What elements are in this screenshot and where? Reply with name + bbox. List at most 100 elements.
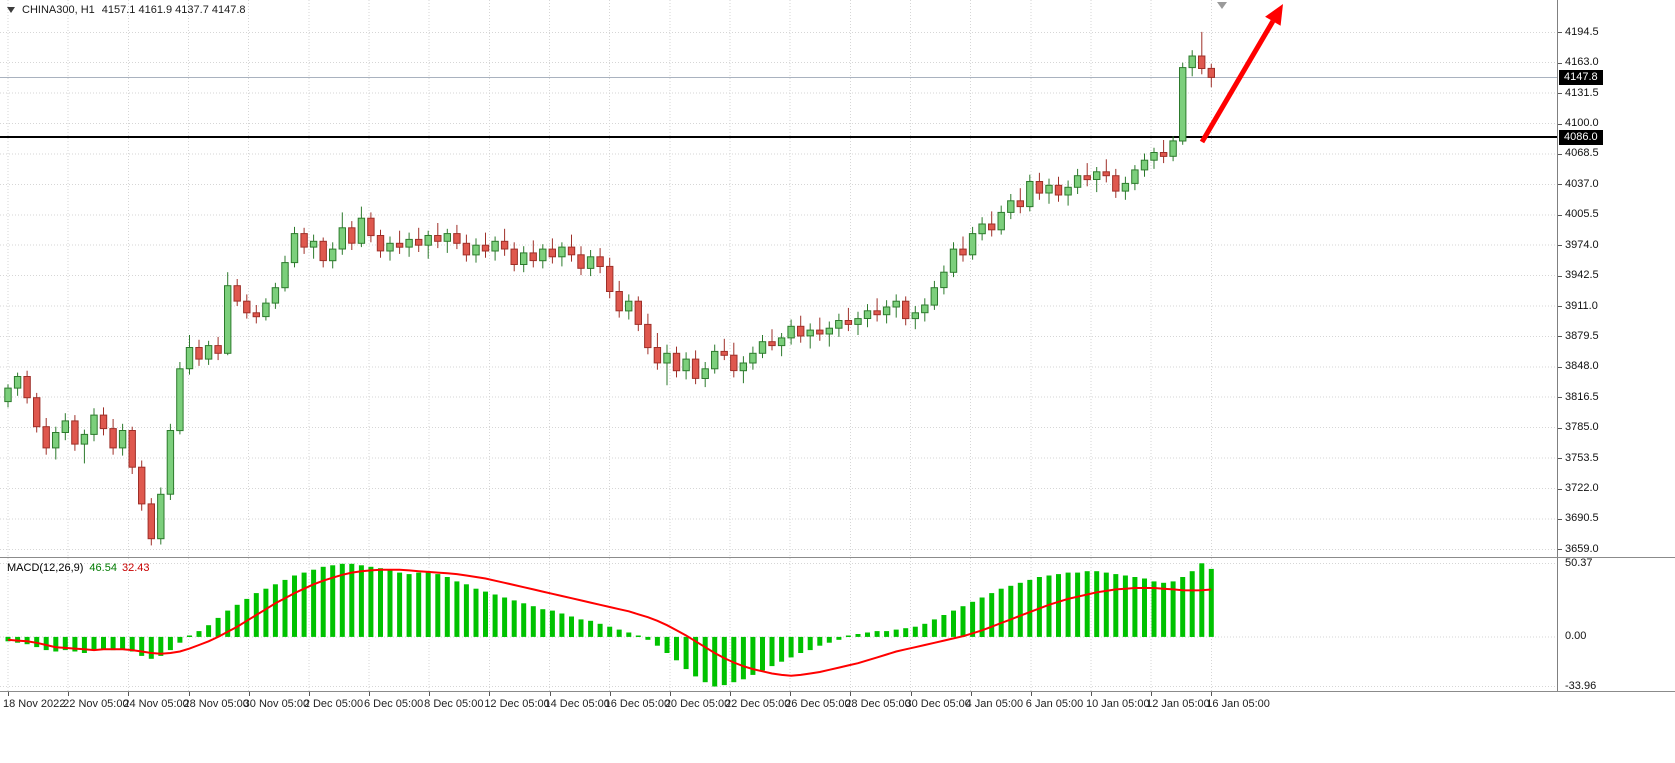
macd-indicator-label: MACD(12,26,9) 46.54 32.43 xyxy=(7,562,149,574)
time-axis-tick xyxy=(1091,692,1092,696)
trend-arrow-object[interactable] xyxy=(1199,4,1283,144)
time-axis-tick xyxy=(970,692,972,696)
chart-shift-icon[interactable] xyxy=(1217,2,1227,9)
time-axis-tick xyxy=(730,692,731,696)
time-axis-tick xyxy=(549,692,551,696)
time-axis-tick xyxy=(8,692,9,696)
macd-axis-label: 0.00 xyxy=(1565,630,1587,643)
time-axis-label: 30 Dec 05:00 xyxy=(905,698,971,710)
time-axis-label: 24 Nov 05:00 xyxy=(123,698,189,710)
time-axis-tick xyxy=(188,692,190,696)
time-axis-tick xyxy=(128,692,130,696)
price-axis-label: 4163.0 xyxy=(1565,56,1599,69)
price-axis-tick xyxy=(1558,549,1562,551)
price-axis-label: 3753.5 xyxy=(1565,451,1599,464)
price-axis-label: 3816.5 xyxy=(1565,390,1599,403)
price-axis-tick xyxy=(1558,214,1562,216)
time-axis-label: 2 Dec 05:00 xyxy=(303,698,364,710)
price-axis-label: 4037.0 xyxy=(1565,177,1599,190)
price-axis-tick xyxy=(1558,336,1562,338)
price-axis-label: 4100.0 xyxy=(1565,117,1599,130)
time-axis-tick xyxy=(1030,692,1032,696)
time-axis-tick xyxy=(850,692,852,696)
time-axis-tick xyxy=(369,692,370,696)
time-axis-tick xyxy=(308,692,310,696)
time-axis-tick xyxy=(910,692,912,696)
price-axis-label: 4068.5 xyxy=(1565,147,1599,160)
time-axis-tick xyxy=(429,692,431,696)
price-axis-tick xyxy=(1558,427,1562,429)
price-axis-tick xyxy=(1558,123,1562,125)
price-axis-label: 3911.0 xyxy=(1565,299,1598,312)
time-axis-label: 10 Jan 05:00 xyxy=(1085,698,1150,710)
price-axis-label: 4131.5 xyxy=(1565,86,1599,99)
macd-signal-line xyxy=(7,568,1212,677)
time-axis-tick xyxy=(68,692,70,696)
price-axis-label: 3974.0 xyxy=(1565,238,1599,251)
macd-main-value: 46.54 xyxy=(89,562,117,574)
time-axis-label: 6 Dec 05:00 xyxy=(363,698,424,710)
time-axis-tick xyxy=(790,692,792,696)
price-axis-tick xyxy=(1558,154,1562,155)
macd-canvas[interactable] xyxy=(0,558,1557,691)
macd-histogram xyxy=(5,563,1214,687)
hline-price-badge: 4086.0 xyxy=(1559,129,1603,145)
price-axis-label: 3879.5 xyxy=(1565,329,1599,342)
symbol-dropdown-icon[interactable] xyxy=(7,7,15,13)
time-axis-tick xyxy=(669,692,671,696)
price-axis-tick xyxy=(1558,366,1562,368)
macd-axis-label: 50.37 xyxy=(1565,556,1593,569)
macd-name: MACD(12,26,9) xyxy=(7,562,84,574)
chart-header: CHINA300, H1 4157.1 4161.9 4137.7 4147.8 xyxy=(7,4,246,16)
time-axis-label: 16 Dec 05:00 xyxy=(604,698,671,710)
price-axis-tick xyxy=(1558,275,1562,277)
price-axis-label: 3942.5 xyxy=(1565,269,1599,282)
time-axis-label: 22 Dec 05:00 xyxy=(724,698,791,710)
time-axis-label: 22 Nov 05:00 xyxy=(63,698,129,710)
price-axis-tick xyxy=(1558,62,1562,64)
time-axis-label: 26 Dec 05:00 xyxy=(785,698,851,710)
macd-grid xyxy=(0,558,1557,691)
time-axis-label: 12 Jan 05:00 xyxy=(1146,698,1210,710)
bid-price-badge: 4147.8 xyxy=(1559,69,1603,85)
time-axis-label: 28 Dec 05:00 xyxy=(845,698,911,710)
price-axis-tick xyxy=(1558,458,1562,460)
time-axis-label: 14 Dec 05:00 xyxy=(544,698,610,710)
time-axis[interactable]: 18 Nov 2022 22 Nov 05:00 24 Nov 05:00 28 No… xyxy=(0,692,1675,763)
panel-separator-macd-time[interactable] xyxy=(0,691,1675,692)
time-axis-label: 6 Jan 05:00 xyxy=(1025,698,1084,710)
macd-signal-value: 32.43 xyxy=(121,562,150,574)
price-axis-tick xyxy=(1558,184,1562,186)
price-axis-label: 4005.5 xyxy=(1565,208,1599,221)
time-axis-label: 8 Dec 05:00 xyxy=(424,698,484,710)
symbol-label: CHINA300, H1 xyxy=(22,4,95,16)
main-chart-canvas[interactable] xyxy=(0,0,1557,557)
price-axis-tick xyxy=(1558,397,1562,399)
time-axis-label: 20 Dec 05:00 xyxy=(664,698,731,710)
price-axis-tick xyxy=(1558,306,1562,307)
price-axis-label: 3785.0 xyxy=(1565,421,1599,434)
time-axis-label: 18 Nov 2022 xyxy=(3,698,66,710)
price-axis-tick xyxy=(1558,488,1562,490)
price-axis-tick xyxy=(1558,32,1562,34)
price-axis-label: 4194.5 xyxy=(1565,25,1599,38)
time-axis-tick xyxy=(489,692,491,696)
price-axis-label: 3848.0 xyxy=(1565,360,1599,373)
candles xyxy=(4,31,1215,546)
price-axis-label: 3722.0 xyxy=(1565,481,1599,494)
time-axis-label: 12 Dec 05:00 xyxy=(484,698,550,710)
time-axis-tick xyxy=(1151,692,1153,696)
price-axis[interactable]: 4194.5 4163.0 4131.5 4100.0 4068.5 4037.0 4005… xyxy=(1557,0,1675,692)
time-axis-label: 30 Nov 05:00 xyxy=(243,698,310,710)
panel-separator-main-macd[interactable] xyxy=(0,557,1675,558)
ohlc-values: 4157.1 4161.9 4137.7 4147.8 xyxy=(101,4,246,16)
price-axis-label: 3690.5 xyxy=(1565,512,1599,525)
grid xyxy=(0,0,1557,557)
time-axis-tick xyxy=(248,692,250,696)
price-axis-tick xyxy=(1558,245,1562,247)
price-axis-tick xyxy=(1558,93,1562,95)
macd-axis-label: -33.96 xyxy=(1565,680,1597,693)
time-axis-tick xyxy=(609,692,611,696)
time-axis-tick xyxy=(1211,692,1213,696)
